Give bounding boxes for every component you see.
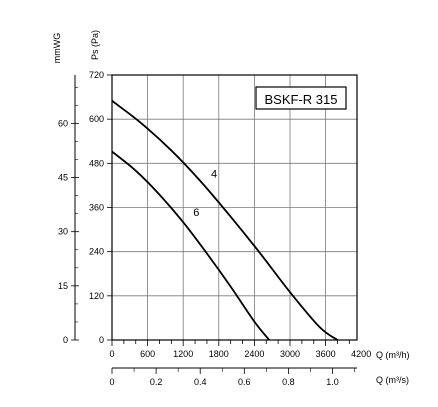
mmwg-tick-label: 45 <box>58 173 68 183</box>
m3s-tick-label: 0.2 <box>150 377 163 387</box>
chart-title: BSKF-R 315 <box>265 92 338 107</box>
y-tick-label: 120 <box>89 291 104 301</box>
mmwg-tick-label: 15 <box>58 281 68 291</box>
series-label-4: 4 <box>211 169 217 181</box>
m3s-tick-label: 0 <box>109 377 114 387</box>
x-tick-label: 600 <box>140 349 155 359</box>
x-tick-label: 4200 <box>351 349 371 359</box>
x-tick-label: 3600 <box>316 349 336 359</box>
mmwg-tick-label: 60 <box>58 118 68 128</box>
m3s-tick-label: 0.4 <box>194 377 207 387</box>
y-tick-label: 480 <box>89 158 104 168</box>
y-tick-label: 360 <box>89 203 104 213</box>
m3s-tick-label: 1.0 <box>326 377 339 387</box>
x-tick-label: 2400 <box>244 349 264 359</box>
mmwg-tick-label: 0 <box>63 335 68 345</box>
axis-labels: 0 600 1200 1800 2400 3000 3600 4200012024036048… <box>58 70 371 387</box>
series-line-6 <box>111 150 270 341</box>
y-tick-label: 240 <box>89 247 104 257</box>
grid-lines <box>111 74 357 341</box>
series-line-4 <box>111 100 338 341</box>
fan-curves <box>111 100 338 341</box>
title-box: BSKF-R 315 <box>255 86 347 110</box>
m3s-tick-label: 0.6 <box>238 377 251 387</box>
axes <box>71 74 358 374</box>
x-tick-label: 0 <box>109 349 114 359</box>
x-tick-label: 3000 <box>280 349 300 359</box>
y-tick-label: 600 <box>89 114 104 124</box>
mmwg-tick-label: 30 <box>58 227 68 237</box>
y-axis-label-pa: Ps (Pa) <box>90 30 100 60</box>
x-axis-label-m3h: Q (m³/h) <box>376 350 410 360</box>
y-axis-label-mmwg: mmWG <box>52 33 62 64</box>
series-label-6: 6 <box>193 207 199 219</box>
m3s-tick-label: 0.8 <box>282 377 295 387</box>
x-axis-label-m3s: Q (m³/s) <box>376 375 409 385</box>
x-tick-label: 1200 <box>173 349 193 359</box>
x-tick-label: 1800 <box>209 349 229 359</box>
y-tick-label: 720 <box>89 70 104 80</box>
y-tick-label: 0 <box>99 335 104 345</box>
